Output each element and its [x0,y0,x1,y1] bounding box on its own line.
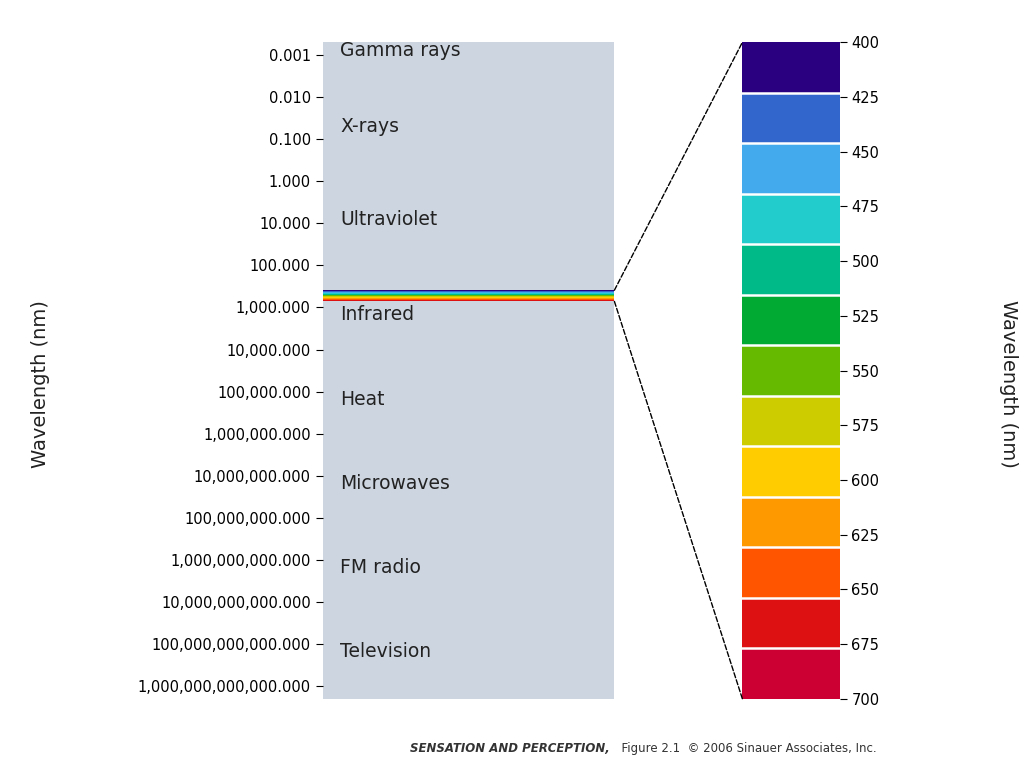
Text: FM radio: FM radio [340,558,421,577]
Text: Gamma rays: Gamma rays [340,41,461,61]
Text: Ultraviolet: Ultraviolet [340,210,437,229]
Text: Figure 2.1  © 2006 Sinauer Associates, Inc.: Figure 2.1 © 2006 Sinauer Associates, In… [614,743,877,755]
Text: Infrared: Infrared [340,306,414,324]
Text: Television: Television [340,642,431,661]
Text: Microwaves: Microwaves [340,474,450,493]
Text: Heat: Heat [340,389,385,409]
Text: Wavelength (nm): Wavelength (nm) [32,300,50,468]
Text: X-rays: X-rays [340,117,399,136]
Text: SENSATION AND PERCEPTION,: SENSATION AND PERCEPTION, [410,743,609,755]
Text: Wavelength (nm): Wavelength (nm) [999,300,1018,468]
